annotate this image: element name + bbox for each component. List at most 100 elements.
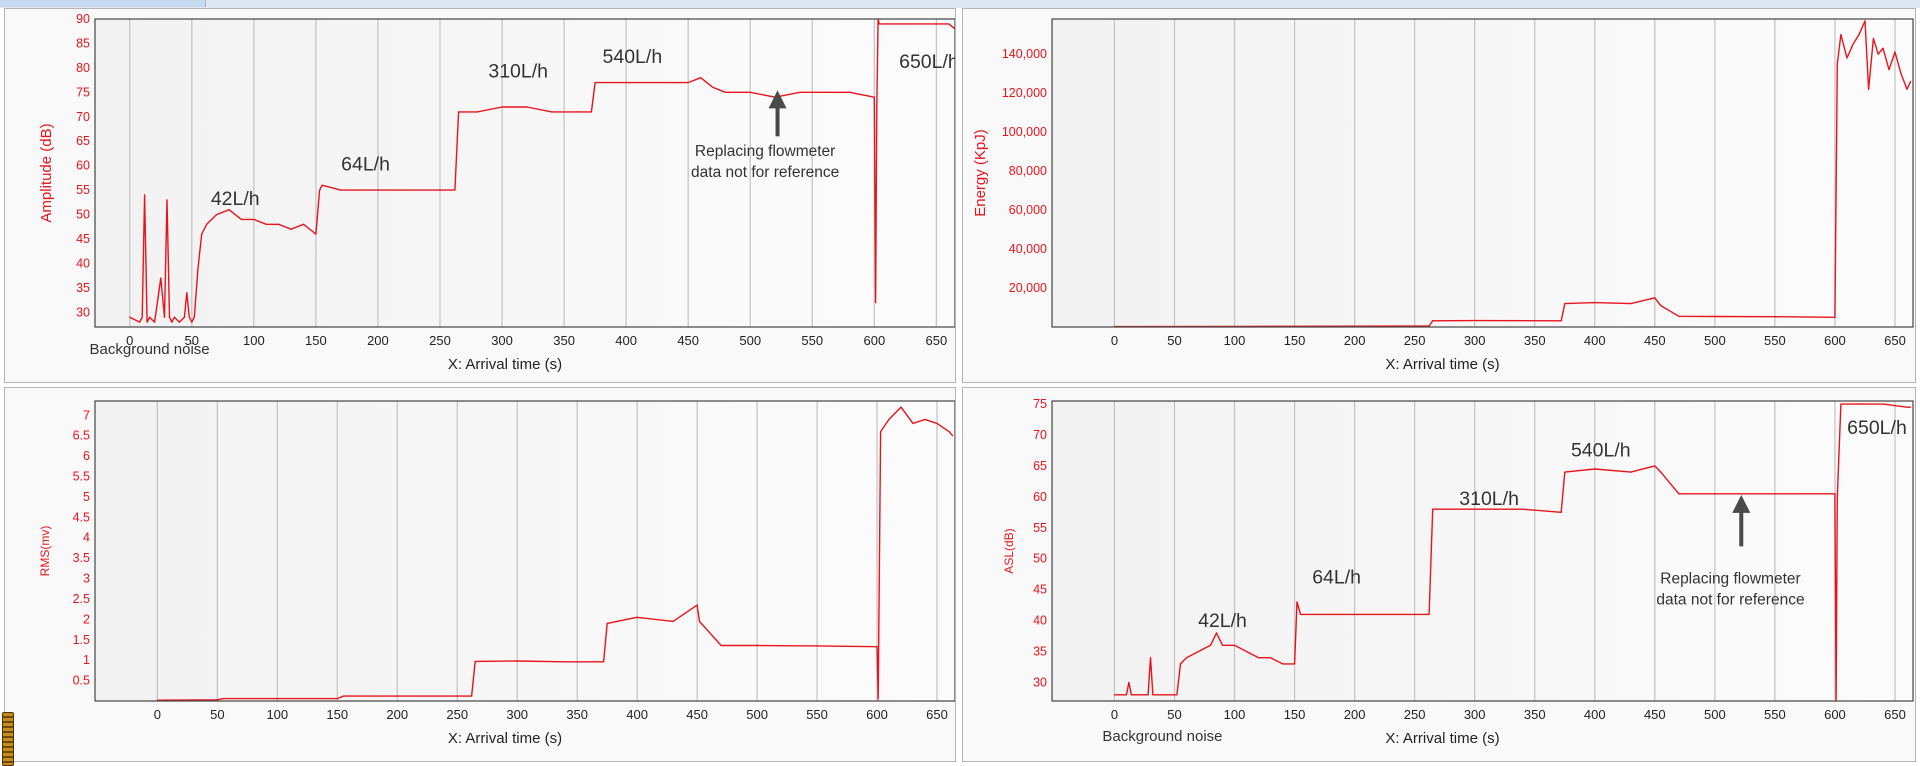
y-tick-label: 7 xyxy=(83,408,90,422)
data-point xyxy=(1906,406,1908,408)
x-tick-label: 450 xyxy=(1644,707,1666,722)
data-point xyxy=(564,661,566,663)
plot-frame xyxy=(94,400,955,702)
data-point xyxy=(278,223,280,225)
data-point xyxy=(1128,681,1130,684)
flow-rate-label: 310L/h xyxy=(488,61,548,83)
data-point xyxy=(216,213,218,216)
data-point xyxy=(876,106,878,108)
y-tick-label: 60 xyxy=(1033,490,1047,504)
data-point xyxy=(1197,650,1200,653)
x-tick-label: 600 xyxy=(1824,707,1846,722)
data-point xyxy=(1137,694,1140,696)
x-tick-label: 450 xyxy=(1644,333,1666,348)
data-point xyxy=(1714,315,1716,318)
y-tick-label: 3 xyxy=(83,572,90,586)
data-point xyxy=(1678,493,1680,495)
x-tick-label: 150 xyxy=(1284,333,1306,348)
data-point xyxy=(1909,406,1912,408)
data-point xyxy=(1233,644,1236,646)
data-point xyxy=(662,81,664,84)
x-tick-label: 650 xyxy=(1884,333,1906,348)
data-point xyxy=(636,616,638,618)
data-point xyxy=(1654,297,1656,299)
data-point xyxy=(1113,694,1116,696)
data-point xyxy=(551,111,553,113)
data-point xyxy=(228,209,230,211)
data-point xyxy=(873,96,875,98)
data-point xyxy=(1269,657,1272,659)
window-tab[interactable] xyxy=(0,0,206,7)
y-tick-label: 2 xyxy=(83,612,90,626)
plot-frame xyxy=(1051,400,1914,702)
flow-rate-label: 64L/h xyxy=(341,154,390,176)
data-point xyxy=(1906,88,1908,90)
x-tick-label: 650 xyxy=(1884,707,1906,722)
y-tick-label: 50 xyxy=(76,208,90,222)
x-tick-label: 200 xyxy=(367,333,389,348)
data-point xyxy=(1714,493,1716,495)
data-point xyxy=(149,316,151,318)
x-tick-label: 450 xyxy=(686,707,708,722)
plot-frame xyxy=(94,18,955,328)
data-point xyxy=(1130,694,1132,696)
data-point xyxy=(1840,403,1842,405)
x-tick-label: 350 xyxy=(1524,333,1546,348)
data-point xyxy=(340,189,342,191)
y-tick-label: 6 xyxy=(83,449,90,463)
data-point xyxy=(877,698,879,700)
x-tick-label: 600 xyxy=(866,707,888,722)
data-point xyxy=(575,111,578,113)
background-noise-label: Background noise xyxy=(90,341,210,358)
x-tick-label: 250 xyxy=(1404,333,1426,348)
window-top-strip xyxy=(0,0,1920,8)
data-point xyxy=(1176,694,1178,696)
data-point xyxy=(1564,303,1566,305)
data-point xyxy=(698,620,701,623)
data-point xyxy=(1245,650,1248,653)
flow-rate-label: 42L/h xyxy=(1198,610,1247,632)
x-axis-title: X: Arrival time (s) xyxy=(448,730,562,747)
y-tick-label: 20,000 xyxy=(1009,281,1047,295)
x-tick-label: 350 xyxy=(1524,707,1546,722)
x-tick-label: 300 xyxy=(506,707,528,722)
data-point xyxy=(1432,508,1434,510)
x-tick-label: 100 xyxy=(266,707,288,722)
data-point xyxy=(1560,320,1562,322)
data-point xyxy=(302,223,305,225)
y-tick-label: 60,000 xyxy=(1009,203,1047,217)
x-tick-label: 0 xyxy=(1111,333,1118,348)
x-tick-label: 300 xyxy=(1464,333,1486,348)
data-point xyxy=(874,301,877,304)
y-tick-label: 50 xyxy=(1033,552,1047,566)
data-point xyxy=(1428,325,1430,327)
data-point xyxy=(389,189,391,191)
data-point xyxy=(1864,20,1866,22)
x-tick-label: 0 xyxy=(1111,707,1118,722)
data-point xyxy=(206,223,208,225)
y-tick-label: 70 xyxy=(76,110,90,124)
data-point xyxy=(613,81,615,84)
data-point xyxy=(712,86,714,89)
data-point xyxy=(1909,80,1912,82)
data-point xyxy=(948,431,950,433)
y-axis-title: ASL(dB) xyxy=(1002,528,1016,573)
data-point xyxy=(687,81,689,84)
data-point xyxy=(1867,88,1870,90)
data-point xyxy=(253,218,255,221)
y-tick-label: 2.5 xyxy=(73,592,90,606)
y-tick-label: 65 xyxy=(1033,459,1047,473)
data-point xyxy=(321,184,323,186)
y-tick-label: 80 xyxy=(76,61,90,75)
data-point xyxy=(141,316,143,318)
energy-chart: 20,000 40,000 60,000 80,000 100,000 120,000 14… xyxy=(972,18,1914,373)
y-tick-label: 55 xyxy=(76,183,90,197)
y-tick-label: 1.5 xyxy=(73,633,90,647)
data-point xyxy=(696,604,698,606)
y-tick-label: 60 xyxy=(76,159,90,173)
data-point xyxy=(672,620,674,623)
data-point xyxy=(1428,613,1430,616)
y-tick-label: 120,000 xyxy=(1002,86,1047,100)
resize-grip-handle[interactable] xyxy=(2,712,14,766)
data-point xyxy=(1678,315,1680,317)
